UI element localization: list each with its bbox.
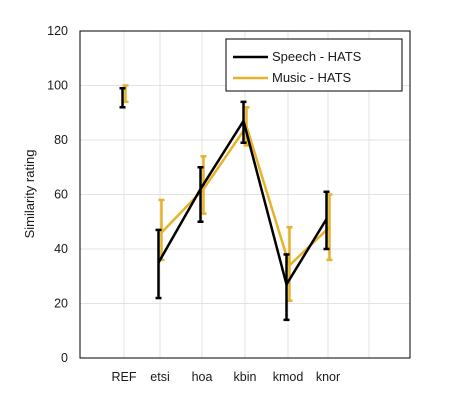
- x-tick-label: etsi: [150, 370, 169, 384]
- series-speech: [119, 86, 330, 322]
- legend-label-music: Music - HATS: [272, 70, 352, 85]
- y-axis-ticks: 0 20 40 60 80 100 120: [47, 24, 68, 365]
- y-axis-title: Similarity rating: [22, 150, 37, 239]
- y-tick-label: 0: [61, 351, 68, 365]
- line-music: [160, 125, 331, 267]
- x-tick-label: hoa: [192, 370, 213, 384]
- line-speech: [157, 119, 328, 286]
- plot-frame: [79, 30, 411, 359]
- y-tick-label: 100: [47, 79, 68, 93]
- series: [119, 84, 333, 322]
- y-tick-label: 40: [54, 242, 68, 256]
- legend-label-speech: Speech - HATS: [272, 49, 362, 64]
- legend: Speech - HATS Music - HATS: [225, 38, 403, 92]
- legend-box: [225, 38, 403, 92]
- series-music: [122, 84, 333, 303]
- x-axis-ticks: REF etsi hoa kbin kmod knor: [112, 370, 341, 384]
- y-tick-label: 20: [54, 297, 68, 311]
- x-tick-label: kmod: [273, 370, 304, 384]
- y-tick-label: 60: [54, 188, 68, 202]
- y-tick-label: 80: [54, 133, 68, 147]
- x-tick-label: kbin: [234, 370, 257, 384]
- y-tick-label: 120: [47, 24, 68, 38]
- x-tick-label: knor: [316, 370, 340, 384]
- x-tick-label: REF: [112, 370, 137, 384]
